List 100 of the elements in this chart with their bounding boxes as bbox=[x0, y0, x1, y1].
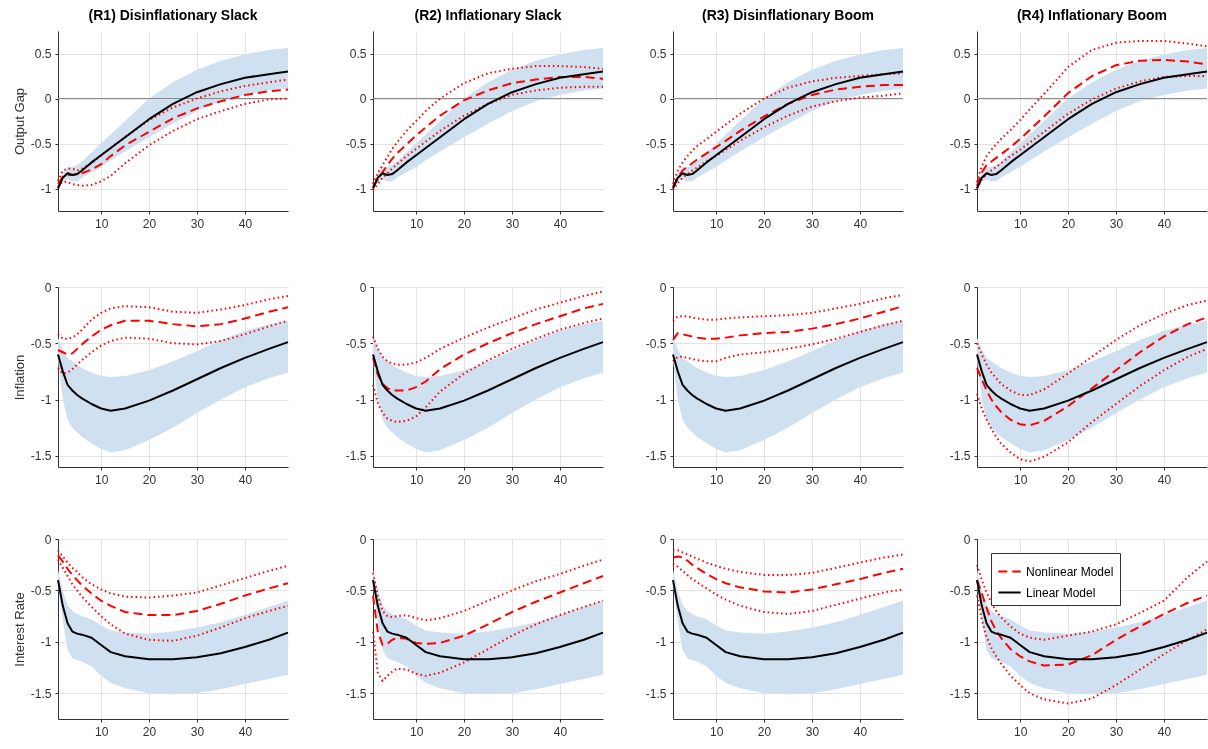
y-tick-label: -1.5 bbox=[949, 686, 971, 701]
x-tick-label: 30 bbox=[1109, 724, 1124, 739]
x-tick-label: 40 bbox=[853, 724, 868, 739]
x-tick-label: 40 bbox=[553, 472, 568, 487]
y-tick-label: -1.5 bbox=[30, 449, 52, 464]
x-tick-label: 10 bbox=[409, 724, 424, 739]
y-tick-label: -1.5 bbox=[645, 449, 667, 464]
y-tick-label: -0.5 bbox=[645, 336, 667, 351]
chart-title: (R2) Inflationary Slack bbox=[414, 7, 562, 23]
x-tick-label: 40 bbox=[853, 472, 868, 487]
y-tick-label: -1.5 bbox=[30, 686, 52, 701]
x-tick-label: 30 bbox=[505, 472, 520, 487]
x-tick-label: 30 bbox=[190, 724, 205, 739]
x-tick-label: 10 bbox=[1013, 472, 1028, 487]
y-tick-label: 0.5 bbox=[649, 47, 667, 61]
chart-title: (R1) Disinflationary Slack bbox=[88, 7, 258, 23]
x-tick-label: 10 bbox=[94, 216, 109, 231]
x-tick-label: 40 bbox=[1157, 472, 1172, 487]
y-tick-label: -1 bbox=[355, 635, 367, 650]
x-tick-label: 20 bbox=[142, 472, 157, 487]
x-tick-label: 30 bbox=[805, 472, 820, 487]
x-tick-label: 20 bbox=[757, 216, 772, 231]
y-tick-label: 0 bbox=[963, 92, 971, 106]
y-tick-label: -0.5 bbox=[949, 137, 971, 151]
y-tick-label: -0.5 bbox=[30, 583, 52, 598]
chart-title: (R4) Inflationary Boom bbox=[1016, 7, 1168, 23]
y-tick-label: 0 bbox=[359, 280, 367, 295]
y-tick-label: -1.5 bbox=[949, 449, 971, 464]
legend-label: Linear Model bbox=[1026, 585, 1096, 600]
x-tick-label: 40 bbox=[553, 724, 568, 739]
x-tick-label: 30 bbox=[1109, 472, 1124, 487]
y-tick-label: -0.5 bbox=[645, 137, 667, 151]
x-tick-label: 10 bbox=[1013, 216, 1028, 231]
x-tick-label: 30 bbox=[190, 472, 205, 487]
y-tick-label: -1 bbox=[655, 182, 667, 196]
y-tick-label: -0.5 bbox=[645, 583, 667, 598]
x-tick-label: 20 bbox=[1061, 216, 1076, 231]
chart-title: (R3) Disinflationary Boom bbox=[702, 7, 874, 23]
y-tick-label: 0.5 bbox=[34, 47, 52, 61]
x-tick-label: 40 bbox=[1157, 216, 1172, 231]
y-axis-title: Inflation bbox=[11, 354, 27, 401]
y-tick-label: 0 bbox=[659, 532, 667, 547]
x-tick-label: 30 bbox=[1109, 216, 1124, 231]
y-tick-label: -1 bbox=[959, 393, 971, 407]
x-tick-label: 10 bbox=[94, 724, 109, 739]
y-tick-label: -1 bbox=[655, 393, 667, 407]
x-tick-label: 30 bbox=[805, 724, 820, 739]
y-tick-label: 0.5 bbox=[349, 47, 367, 61]
x-tick-label: 20 bbox=[457, 216, 472, 231]
y-axis-title: Interest Rate bbox=[11, 592, 27, 667]
y-tick-label: -1 bbox=[959, 182, 971, 196]
x-tick-label: 30 bbox=[190, 216, 205, 231]
x-tick-label: 10 bbox=[409, 472, 424, 487]
y-tick-label: 0.5 bbox=[953, 47, 971, 61]
y-tick-label: -0.5 bbox=[345, 137, 367, 151]
y-tick-label: -0.5 bbox=[345, 583, 367, 598]
x-tick-label: 20 bbox=[1061, 472, 1076, 487]
y-tick-label: -0.5 bbox=[345, 336, 367, 351]
x-tick-label: 20 bbox=[1061, 724, 1076, 739]
y-tick-label: -0.5 bbox=[949, 583, 971, 598]
y-tick-label: -1 bbox=[40, 635, 52, 650]
y-tick-label: -1.5 bbox=[345, 449, 367, 464]
x-tick-label: 40 bbox=[238, 216, 253, 231]
x-tick-label: 10 bbox=[94, 472, 109, 487]
y-tick-label: 0 bbox=[659, 280, 667, 295]
x-tick-label: 10 bbox=[709, 724, 724, 739]
y-tick-label: 0 bbox=[44, 92, 52, 106]
x-tick-label: 10 bbox=[709, 216, 724, 231]
x-tick-label: 30 bbox=[805, 216, 820, 231]
y-tick-label: -1 bbox=[40, 182, 52, 196]
legend-label: Nonlinear Model bbox=[1026, 564, 1114, 579]
y-tick-label: -0.5 bbox=[949, 336, 971, 351]
x-tick-label: 40 bbox=[238, 472, 253, 487]
y-tick-label: 0 bbox=[359, 532, 367, 547]
x-tick-label: 30 bbox=[505, 724, 520, 739]
x-tick-label: 20 bbox=[757, 472, 772, 487]
y-tick-label: 0 bbox=[659, 92, 667, 106]
x-tick-label: 20 bbox=[457, 472, 472, 487]
y-tick-label: -0.5 bbox=[30, 137, 52, 151]
y-tick-label: -1.5 bbox=[645, 686, 667, 701]
y-tick-label: -1.5 bbox=[345, 686, 367, 701]
y-tick-label: 0 bbox=[963, 280, 971, 295]
y-tick-label: 0 bbox=[44, 280, 52, 295]
x-tick-label: 40 bbox=[238, 724, 253, 739]
y-tick-label: -1 bbox=[355, 393, 367, 407]
y-tick-label: 0 bbox=[44, 532, 52, 547]
x-tick-label: 20 bbox=[757, 724, 772, 739]
x-tick-label: 40 bbox=[853, 216, 868, 231]
x-tick-label: 10 bbox=[1013, 724, 1028, 739]
x-tick-label: 20 bbox=[142, 216, 157, 231]
y-tick-label: -1 bbox=[355, 182, 367, 196]
y-tick-label: 0 bbox=[963, 532, 971, 547]
y-tick-label: 0 bbox=[359, 92, 367, 106]
x-tick-label: 20 bbox=[457, 724, 472, 739]
y-tick-label: -1 bbox=[959, 635, 971, 650]
x-tick-label: 40 bbox=[1157, 724, 1172, 739]
x-tick-label: 10 bbox=[409, 216, 424, 231]
x-tick-label: 20 bbox=[142, 724, 157, 739]
y-axis-title: Output Gap bbox=[11, 87, 27, 156]
x-tick-label: 40 bbox=[553, 216, 568, 231]
